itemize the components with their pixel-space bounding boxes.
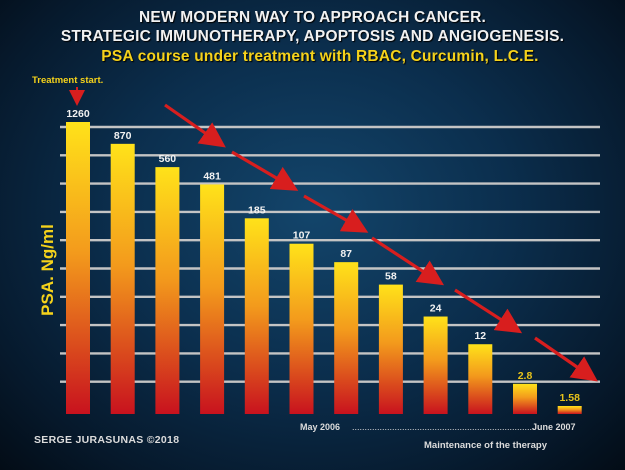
value-labels: 1260 870 560 481 185 107 87 58 24 12 2.8 1.58 [66, 108, 580, 404]
trend-arrow [371, 236, 445, 286]
trend-arrow [164, 103, 226, 148]
trend-arrow [534, 336, 598, 382]
value-label: 12 [474, 330, 486, 342]
bar-870 [110, 143, 135, 415]
treatment-start-label: Treatment start. [32, 75, 104, 86]
maintenance-label: Maintenance of the therapy [424, 440, 547, 451]
trend-arrows [164, 103, 598, 382]
bar-1260 [66, 122, 90, 414]
value-label: 87 [340, 248, 352, 260]
bar-2.8 [513, 383, 537, 414]
author-credit: SERGE JURASUNAS ©2018 [34, 434, 180, 446]
value-label: 870 [114, 130, 132, 142]
chart-subtitle: PSA course under treatment with RBAC, Cu… [101, 48, 539, 65]
value-label: 481 [203, 170, 221, 182]
bar-481 [200, 184, 225, 414]
value-label: 107 [293, 230, 311, 242]
grid-lines [60, 125, 600, 383]
trend-arrow [303, 194, 369, 233]
bar-87 [334, 262, 359, 414]
bar-58 [378, 284, 403, 414]
value-label: 2.8 [518, 370, 533, 382]
value-label: 185 [248, 204, 266, 216]
trend-arrow [454, 288, 523, 334]
value-label: 1.58 [559, 392, 580, 404]
bar-12 [468, 344, 493, 414]
value-label: 58 [385, 271, 397, 283]
bar-560 [155, 167, 180, 414]
value-label: 1260 [66, 108, 90, 120]
value-label: 24 [430, 303, 442, 315]
timeline-dots: ........................................… [352, 422, 533, 432]
may-2006-label: May 2006 [300, 422, 341, 432]
value-label: 560 [159, 153, 177, 165]
trend-arrow [231, 150, 299, 191]
bar-24 [423, 316, 448, 414]
bar-107 [289, 243, 314, 414]
bars [66, 122, 582, 415]
bar-1.58 [557, 406, 582, 414]
june-2007-label: June 2007 [532, 422, 576, 432]
title-line-2: STRATEGIC IMMUNOTHERAPY, APOPTOSIS AND A… [60, 28, 565, 45]
title-line-1: NEW MODERN WAY TO APPROACH CANCER. [139, 9, 486, 26]
bar-185 [244, 218, 269, 414]
